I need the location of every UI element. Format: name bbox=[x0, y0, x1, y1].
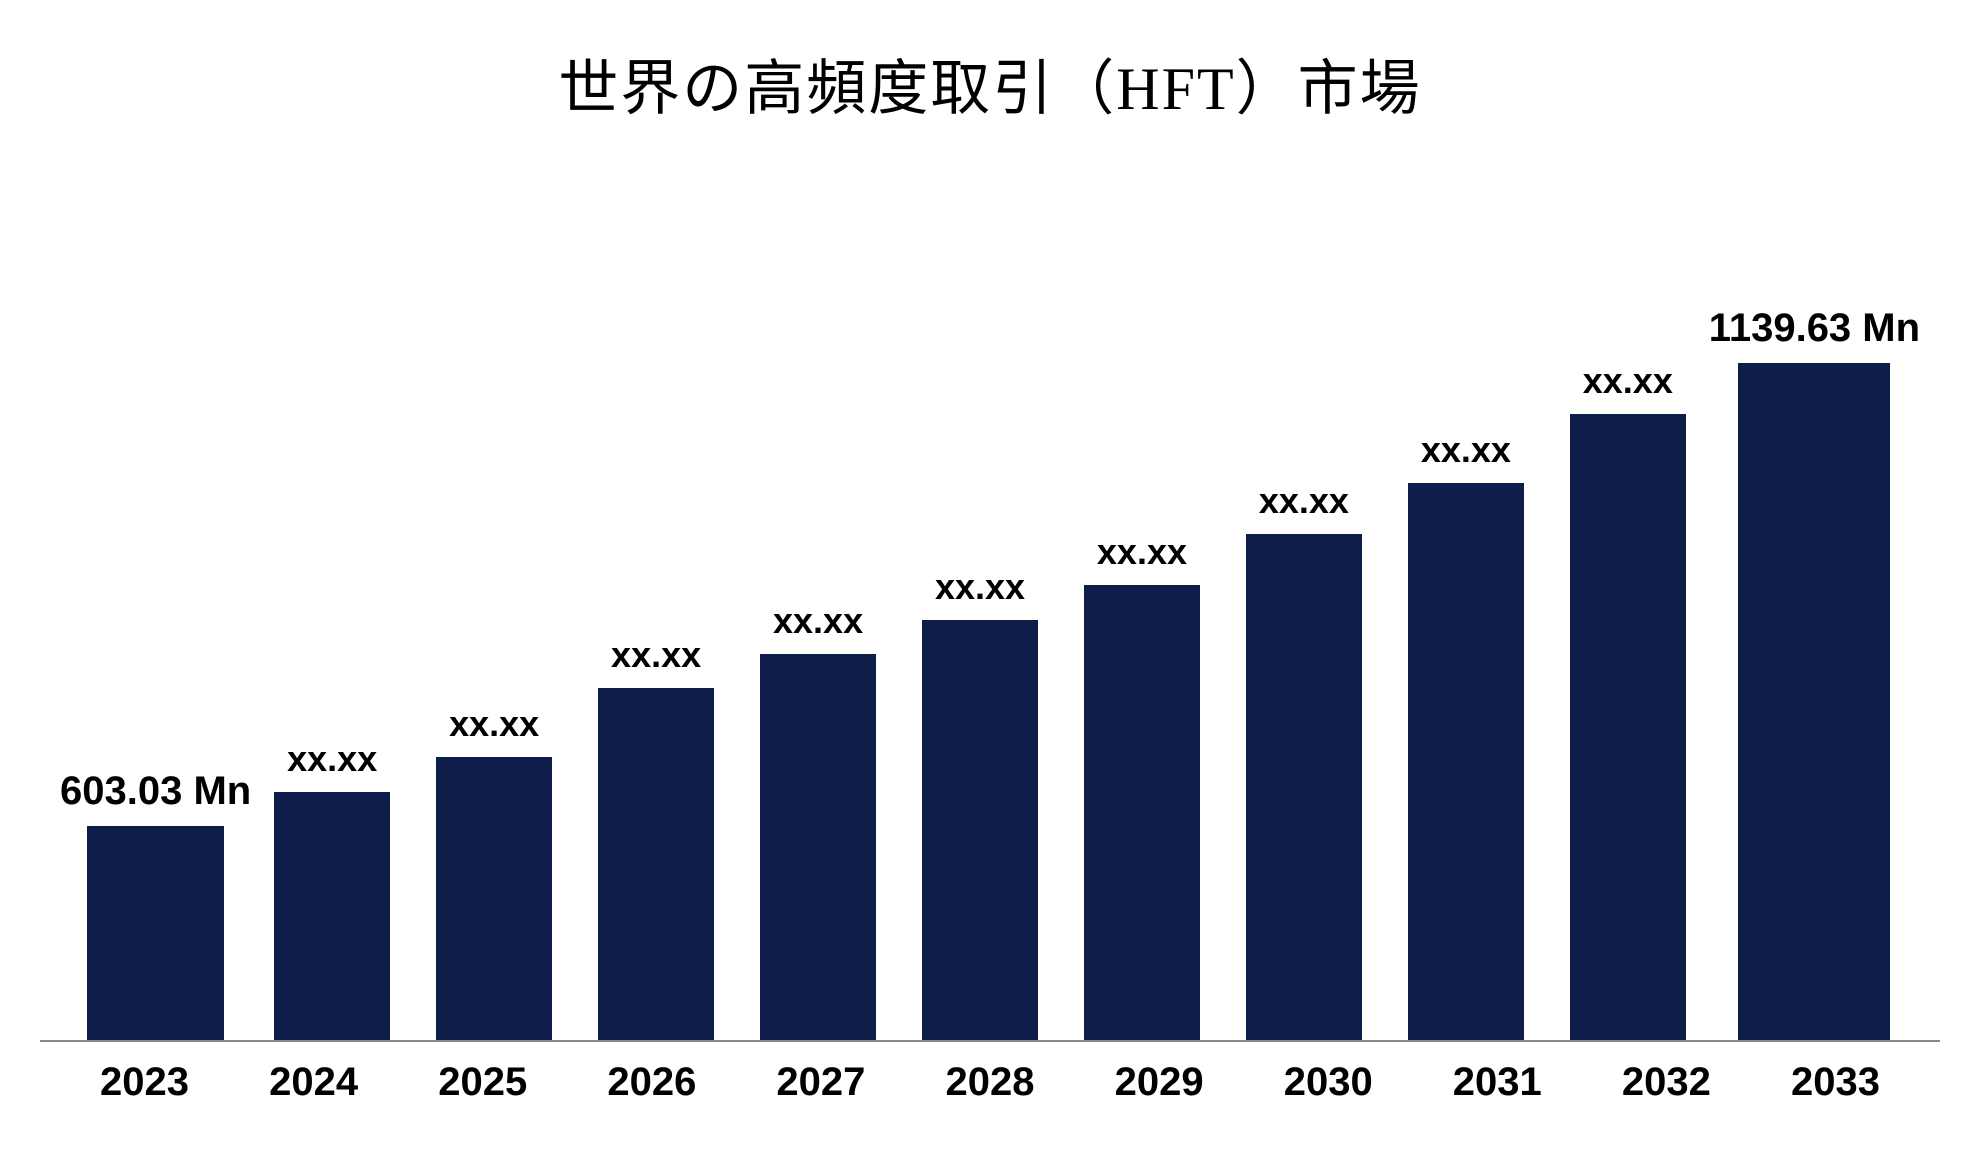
bar bbox=[274, 792, 391, 1040]
bar-group: xx.xx bbox=[1547, 187, 1709, 1040]
x-tick-label: 2030 bbox=[1244, 1060, 1413, 1105]
x-tick-label: 2029 bbox=[1075, 1060, 1244, 1105]
x-tick-label: 2027 bbox=[736, 1060, 905, 1105]
bar-value-label: 1139.63 Mn bbox=[1709, 306, 1920, 351]
bar bbox=[1408, 483, 1525, 1040]
bar-group: 1139.63 Mn bbox=[1709, 187, 1920, 1040]
x-tick-label: 2024 bbox=[229, 1060, 398, 1105]
bar bbox=[1084, 585, 1201, 1040]
bar bbox=[1246, 534, 1363, 1040]
x-tick-label: 2025 bbox=[398, 1060, 567, 1105]
bar-group: xx.xx bbox=[1385, 187, 1547, 1040]
bar-group: xx.xx bbox=[575, 187, 737, 1040]
plot-area: 603.03 Mn xx.xx xx.xx xx.xx xx.xx xx.xx xx.xx x… bbox=[40, 187, 1940, 1105]
chart-title: 世界の高頻度取引（HFT）市場 bbox=[40, 40, 1940, 127]
bar-value-label: xx.xx bbox=[1259, 480, 1349, 522]
bar-value-label: xx.xx bbox=[449, 703, 539, 745]
bar bbox=[760, 654, 877, 1040]
bar-value-label: xx.xx bbox=[1421, 429, 1511, 471]
bar bbox=[87, 826, 225, 1040]
bar-value-label: xx.xx bbox=[1583, 360, 1673, 402]
chart-container: 世界の高頻度取引（HFT）市場 603.03 Mn xx.xx xx.xx xx.xx… bbox=[0, 0, 1980, 1155]
bars-region: 603.03 Mn xx.xx xx.xx xx.xx xx.xx xx.xx xx.xx x… bbox=[40, 187, 1940, 1042]
x-tick-label: 2026 bbox=[567, 1060, 736, 1105]
bar bbox=[1738, 363, 1890, 1041]
bar bbox=[922, 620, 1039, 1040]
x-tick-label: 2031 bbox=[1413, 1060, 1582, 1105]
bar-value-label: xx.xx bbox=[611, 634, 701, 676]
x-tick-label: 2033 bbox=[1751, 1060, 1920, 1105]
x-tick-label: 2032 bbox=[1582, 1060, 1751, 1105]
bar-group: xx.xx bbox=[413, 187, 575, 1040]
bar-group: xx.xx bbox=[737, 187, 899, 1040]
bar-value-label: xx.xx bbox=[1097, 531, 1187, 573]
bar-value-label: xx.xx bbox=[773, 600, 863, 642]
bar-group: xx.xx bbox=[899, 187, 1061, 1040]
bar-group: 603.03 Mn bbox=[60, 187, 251, 1040]
x-tick-label: 2023 bbox=[60, 1060, 229, 1105]
bar-group: xx.xx bbox=[251, 187, 413, 1040]
bar bbox=[1570, 414, 1687, 1040]
bar-group: xx.xx bbox=[1061, 187, 1223, 1040]
bar-value-label: xx.xx bbox=[935, 566, 1025, 608]
bar bbox=[598, 688, 715, 1040]
bar-value-label: 603.03 Mn bbox=[60, 769, 251, 814]
bar-value-label: xx.xx bbox=[287, 738, 377, 780]
bar-group: xx.xx bbox=[1223, 187, 1385, 1040]
x-tick-label: 2028 bbox=[905, 1060, 1074, 1105]
x-axis: 2023202420252026202720282029203020312032… bbox=[40, 1042, 1940, 1105]
bar bbox=[436, 757, 553, 1040]
